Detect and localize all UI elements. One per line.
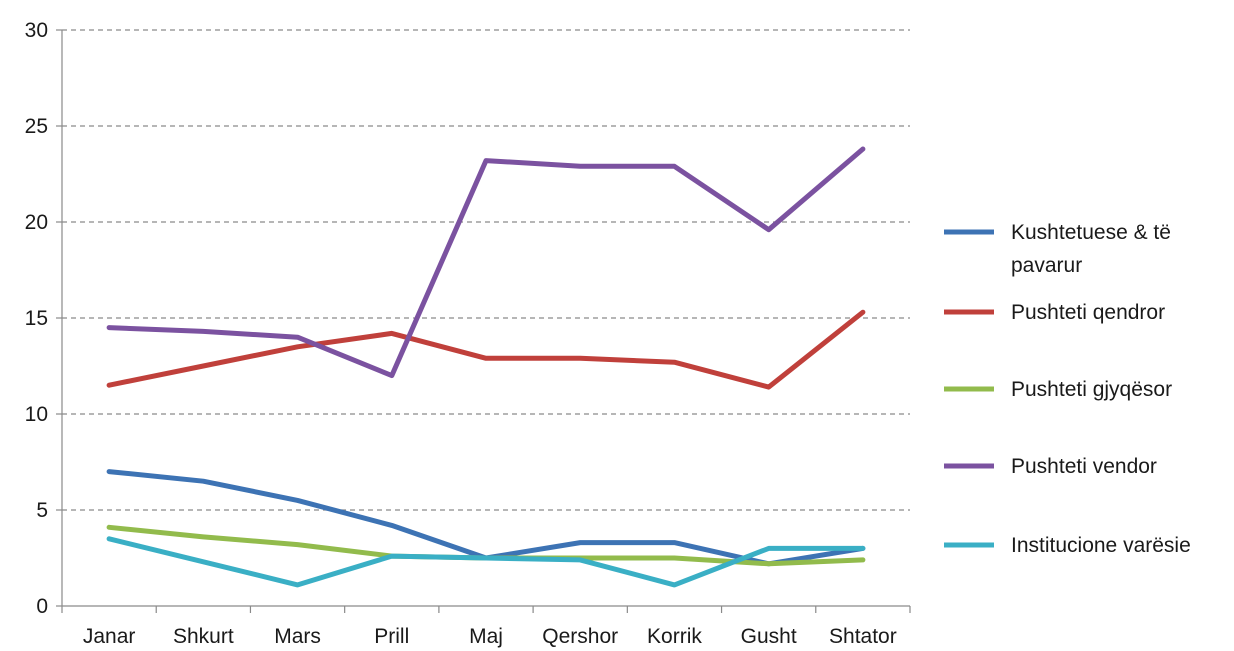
legend-item: Pushteti gjyqësor — [944, 378, 1172, 401]
legend-item: Institucione varësie — [944, 534, 1191, 557]
legend-label: Pushteti gjyqësor — [1011, 378, 1172, 401]
series-line-0 — [106, 469, 866, 567]
legend-label: Pushteti qendror — [1011, 301, 1165, 324]
legend-item: Pushteti vendor — [944, 455, 1157, 478]
x-tick-label: Prill — [374, 625, 409, 648]
gridlines — [62, 29, 910, 511]
legend-label: Pushteti vendor — [1011, 455, 1157, 478]
x-tick-label: Korrik — [647, 625, 702, 648]
legend-item: Pushteti qendror — [944, 301, 1165, 324]
legend-label: pavarur — [1011, 254, 1082, 277]
y-tick-label: 10 — [25, 403, 48, 426]
y-tick-label: 30 — [25, 19, 48, 42]
x-tick-label: Janar — [83, 625, 136, 648]
series-line-1 — [106, 309, 866, 390]
y-tick-label: 15 — [25, 307, 48, 330]
x-tick-label: Mars — [274, 625, 321, 648]
series-line-3 — [106, 146, 866, 379]
y-tick-label: 0 — [36, 595, 48, 618]
x-tick-label: Shtator — [829, 625, 897, 648]
legend-label: Kushtetuese & të — [1011, 221, 1171, 244]
x-tick-label: Gusht — [741, 625, 797, 648]
y-tick-label: 20 — [25, 211, 48, 234]
series-line-4 — [106, 536, 866, 588]
legend-item: Kushtetuese & të pavarur — [944, 221, 1171, 277]
legend-label: Institucione varësie — [1011, 534, 1191, 557]
y-tick-label: 5 — [36, 499, 48, 522]
series-lines — [106, 146, 866, 588]
x-tick-label: Qershor — [542, 625, 618, 648]
legend: Kushtetuese & të pavarur Pushteti qendror P… — [944, 221, 1191, 557]
x-axis-ticks: Janar Shkurt Mars Prill Maj Qershor Korrik Gush… — [83, 625, 897, 648]
axes — [56, 29, 911, 613]
y-axis-ticks: 0 5 10 15 20 25 30 — [25, 19, 48, 618]
y-tick-label: 25 — [25, 115, 48, 138]
x-tick-label: Shkurt — [173, 625, 234, 648]
x-tick-label: Maj — [469, 625, 503, 648]
